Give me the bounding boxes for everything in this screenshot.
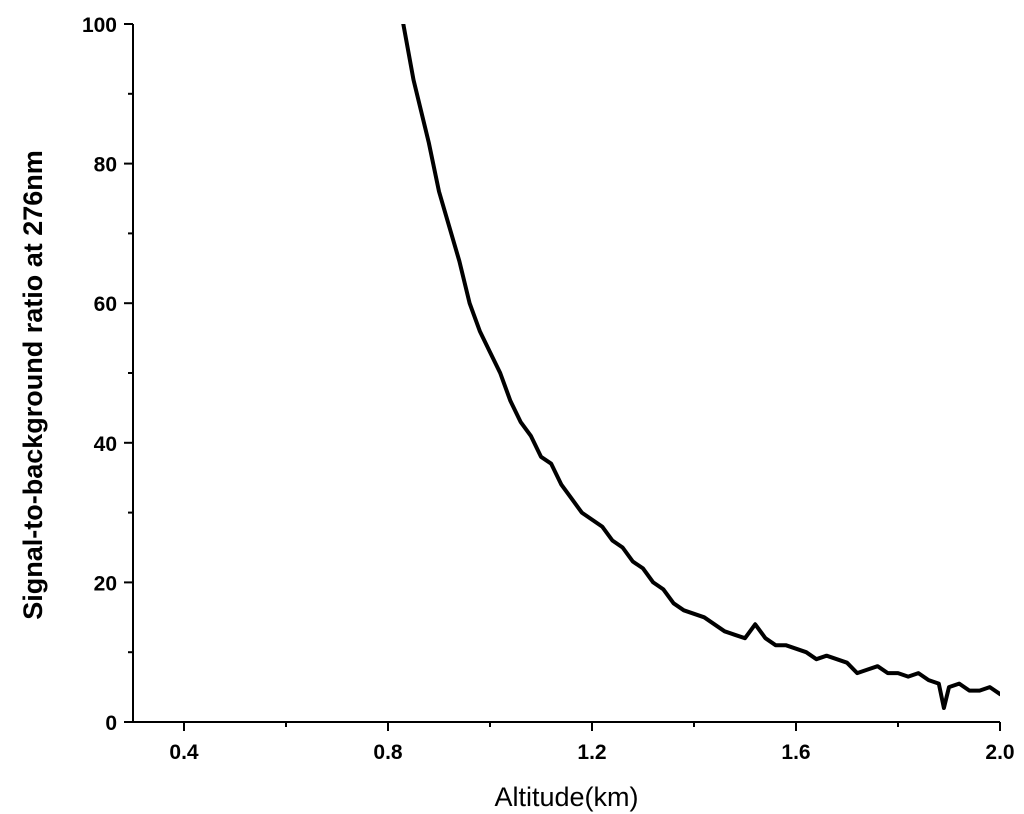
x-tick-label: 0.8 <box>373 741 403 764</box>
y-tick-label: 0 <box>105 712 117 735</box>
ticks: 0.4 0.8 1.2 1.6 2.0 0 20 40 60 80 100 <box>82 14 1015 764</box>
x-axis-title: Altitude(km) <box>494 782 638 812</box>
x-tick-label: 2.0 <box>985 741 1014 764</box>
y-tick-label: 80 <box>94 154 117 177</box>
x-tick-label: 1.2 <box>577 741 606 764</box>
y-tick-label: 40 <box>94 433 117 456</box>
series-line-0 <box>401 24 1000 710</box>
y-tick-label: 60 <box>94 293 117 316</box>
y-axis-title: Signal-to-background ratio at 276nm <box>18 150 48 620</box>
axes <box>132 24 1000 723</box>
y-tick-label: 20 <box>94 572 117 595</box>
y-tick-label: 100 <box>82 14 117 37</box>
plot-area <box>401 24 1000 710</box>
x-tick-label: 0.4 <box>169 741 199 764</box>
x-tick-label: 1.6 <box>781 741 810 764</box>
